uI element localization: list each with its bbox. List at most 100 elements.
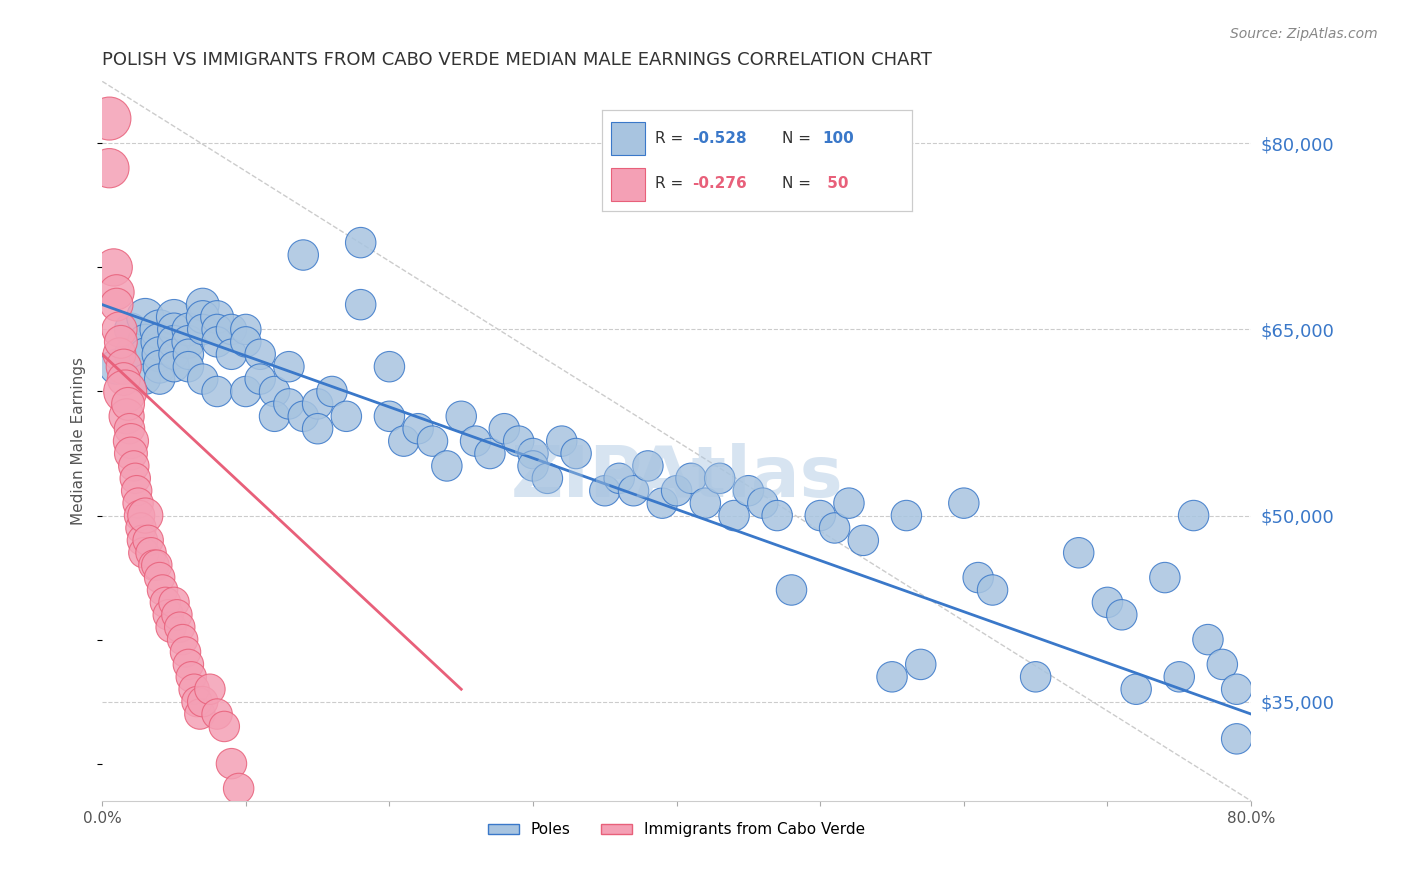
Point (124, 471, 146, 485)
Point (163, 595, 186, 609)
Point (852, 533, 875, 548)
Point (163, 322, 186, 336)
Point (108, 347, 131, 361)
Point (221, 322, 243, 336)
Point (292, 248, 315, 262)
Point (953, 496, 976, 510)
Point (105, 359, 128, 374)
Point (125, 483, 148, 498)
Point (174, 645, 197, 659)
Point (134, 310, 156, 324)
Point (152, 582, 174, 597)
Point (191, 310, 214, 324)
Point (307, 422, 329, 436)
Point (422, 434, 444, 449)
Text: ZIPAtlas: ZIPAtlas (510, 442, 844, 512)
Point (1182, 508, 1205, 523)
Point (177, 334, 200, 349)
Point (131, 533, 153, 548)
Point (149, 347, 172, 361)
Point (277, 359, 299, 374)
Point (1226, 682, 1249, 697)
Point (139, 546, 162, 560)
Point (709, 471, 731, 485)
Point (134, 508, 156, 523)
Point (191, 372, 214, 386)
Point (120, 446, 142, 460)
Point (350, 298, 373, 312)
Point (1125, 682, 1147, 697)
Point (183, 682, 205, 697)
Point (177, 322, 200, 336)
Point (191, 695, 214, 709)
Point (752, 496, 775, 510)
Point (1211, 657, 1233, 672)
Point (307, 397, 329, 411)
Point (188, 706, 211, 721)
Point (1226, 731, 1249, 746)
Point (186, 695, 208, 709)
Point (494, 422, 516, 436)
Point (335, 409, 357, 424)
Point (110, 334, 132, 349)
Point (142, 558, 165, 573)
Point (508, 434, 530, 449)
Point (637, 458, 659, 473)
Point (112, 359, 135, 374)
Point (263, 384, 285, 399)
Point (737, 483, 759, 498)
Point (392, 434, 415, 449)
Point (1111, 607, 1133, 622)
Point (221, 347, 243, 361)
Point (378, 409, 401, 424)
Point (292, 409, 315, 424)
Point (522, 446, 544, 460)
Point (172, 632, 194, 647)
Point (981, 582, 1004, 597)
Point (118, 422, 141, 436)
Y-axis label: Median Male Earnings: Median Male Earnings (72, 357, 86, 525)
Point (177, 359, 200, 374)
Point (1197, 632, 1219, 647)
Point (808, 508, 831, 523)
Point (896, 508, 918, 523)
Point (149, 359, 172, 374)
Point (163, 347, 186, 361)
Point (1025, 670, 1047, 684)
Point (551, 434, 574, 449)
Point (880, 670, 903, 684)
Point (160, 620, 183, 634)
Point (450, 409, 472, 424)
Point (824, 521, 846, 535)
Point (478, 446, 501, 460)
Point (406, 422, 429, 436)
Legend: Poles, Immigrants from Cabo Verde: Poles, Immigrants from Cabo Verde (482, 816, 872, 844)
Point (136, 533, 159, 548)
Point (695, 496, 717, 510)
Point (191, 298, 214, 312)
Point (1097, 595, 1119, 609)
Point (177, 657, 200, 672)
Point (623, 483, 645, 498)
Point (163, 310, 186, 324)
Point (205, 384, 228, 399)
Point (723, 508, 745, 523)
Point (98, 112, 121, 126)
Point (166, 607, 188, 622)
Point (128, 508, 150, 523)
Text: Source: ZipAtlas.com: Source: ZipAtlas.com (1230, 27, 1378, 41)
Point (228, 781, 250, 796)
Point (149, 571, 172, 585)
Point (214, 719, 236, 733)
Point (198, 682, 221, 697)
Point (146, 558, 169, 573)
Point (117, 397, 139, 411)
Point (249, 347, 271, 361)
Point (120, 322, 142, 336)
Point (163, 334, 186, 349)
Point (838, 496, 860, 510)
Point (127, 496, 149, 510)
Point (522, 458, 544, 473)
Point (263, 409, 285, 424)
Point (607, 471, 630, 485)
